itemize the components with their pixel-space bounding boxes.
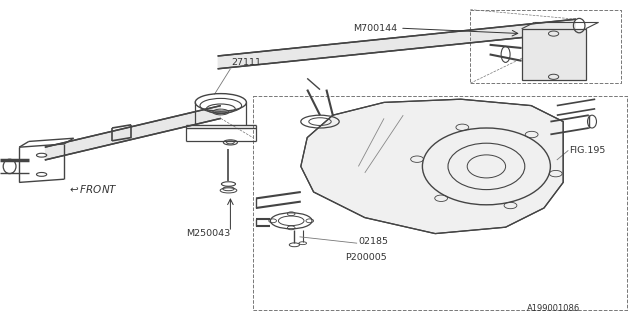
Text: M700144: M700144 <box>353 24 397 33</box>
Text: FIG.195: FIG.195 <box>570 146 606 155</box>
Polygon shape <box>218 19 576 69</box>
Text: A199001086: A199001086 <box>527 304 580 313</box>
Polygon shape <box>301 99 563 234</box>
Text: $\hookleftarrow$FRONT: $\hookleftarrow$FRONT <box>67 183 118 195</box>
Text: 02185: 02185 <box>358 237 388 246</box>
Polygon shape <box>522 29 586 80</box>
Text: P200005: P200005 <box>346 253 387 262</box>
Text: M250043: M250043 <box>186 229 230 238</box>
Polygon shape <box>45 106 221 160</box>
Text: 27111: 27111 <box>232 58 261 67</box>
